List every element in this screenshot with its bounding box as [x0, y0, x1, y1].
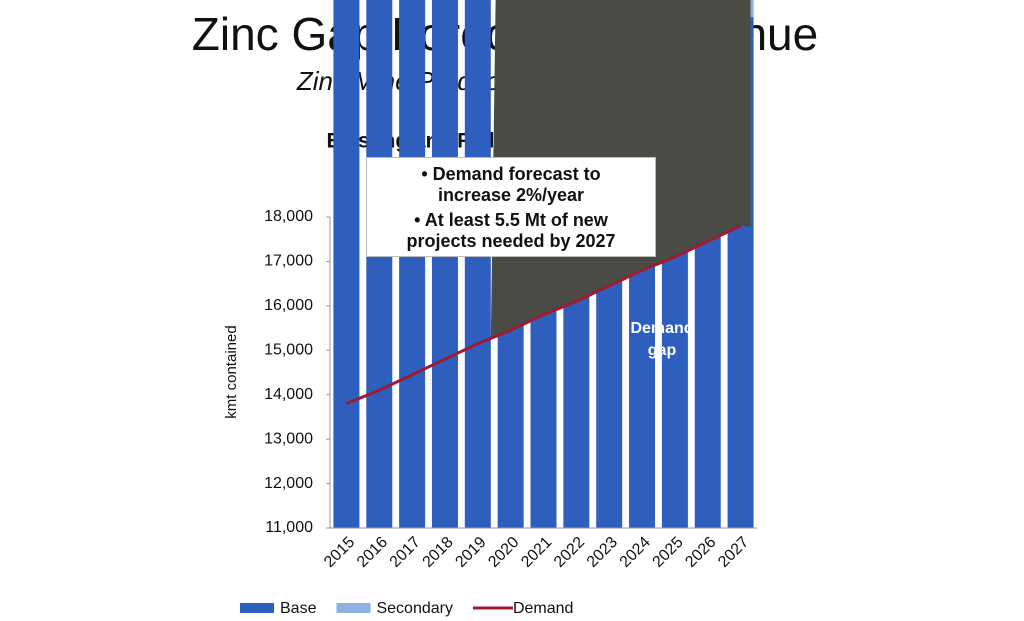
legend-label: Demand	[513, 600, 573, 617]
bar	[366, 0, 393, 528]
y-tick-label: 13,000	[264, 430, 313, 447]
y-tick-label: 18,000	[264, 208, 313, 225]
y-tick-label: 11,000	[265, 519, 313, 536]
x-tick-label: 2015	[321, 534, 358, 571]
x-tick-label: 2024	[617, 534, 654, 571]
legend-swatch	[240, 603, 274, 613]
legend-label: Base	[280, 600, 317, 617]
legend-swatch	[336, 603, 371, 613]
bar	[399, 0, 426, 529]
y-tick-label: 16,000	[264, 297, 313, 314]
y-tick-label: 17,000	[264, 253, 313, 270]
x-tick-label: 2020	[485, 534, 522, 571]
y-tick-label: 15,000	[264, 342, 313, 359]
bar	[464, 0, 491, 528]
x-tick-label: 2026	[682, 534, 719, 571]
gap-label: Demand gap	[630, 320, 693, 359]
x-tick-label: 2027	[715, 534, 752, 571]
x-tick-label: 2022	[551, 534, 588, 571]
x-tick-label: 2023	[584, 534, 621, 571]
y-tick-label: 14,000	[264, 386, 313, 403]
x-tick-label: 2025	[650, 534, 687, 571]
x-tick-label: 2016	[354, 534, 391, 571]
y-axis-label: kmt contained	[223, 325, 240, 418]
x-tick-label: 2017	[387, 534, 424, 571]
bar	[431, 0, 458, 528]
x-tick-label: 2021	[518, 534, 555, 571]
annotation: • Demand forecast to increase 2%/year	[421, 164, 601, 205]
annotation-box: • Demand forecast to increase 2%/year • …	[366, 157, 656, 257]
x-tick-label: 2018	[420, 534, 457, 571]
bar	[333, 0, 360, 528]
y-tick-label: 12,000	[264, 475, 313, 492]
x-tick-label: 2019	[452, 534, 489, 571]
legend-label: Secondary	[376, 600, 453, 617]
annotation: • At least 5.5 Mt of new projects needed…	[406, 210, 616, 251]
demand-line	[345, 224, 742, 405]
